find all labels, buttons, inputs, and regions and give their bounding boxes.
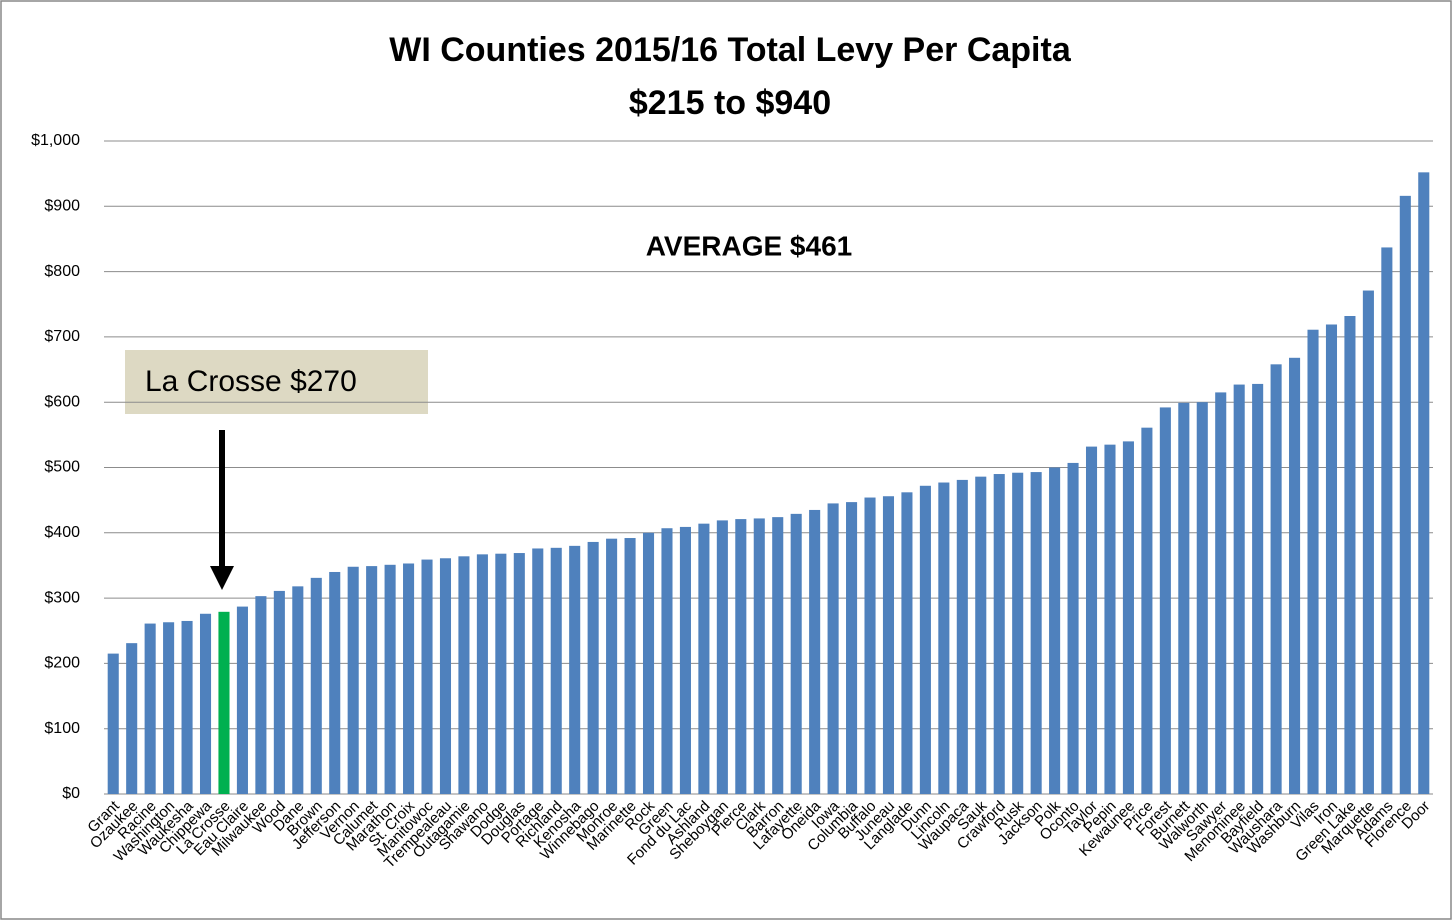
average-annotation: AVERAGE $461 <box>646 230 852 261</box>
bar <box>495 553 507 794</box>
chart-subtitle: $215 to $940 <box>629 84 831 122</box>
bar <box>273 590 285 794</box>
bar <box>550 547 562 794</box>
bar <box>329 571 341 794</box>
y-tick-label: $400 <box>44 524 80 541</box>
bar <box>1159 407 1171 794</box>
bar <box>181 620 193 794</box>
bar <box>1307 329 1319 794</box>
bar <box>827 503 839 794</box>
bar <box>624 538 636 794</box>
bar <box>679 526 691 794</box>
bar <box>882 496 895 794</box>
bar <box>587 541 599 794</box>
y-tick-label: $200 <box>44 655 80 672</box>
bar <box>661 528 673 794</box>
bar <box>126 643 138 794</box>
bar <box>956 479 968 794</box>
bar <box>606 538 618 794</box>
y-tick-label: $100 <box>44 720 80 737</box>
bar <box>772 517 784 794</box>
bar <box>199 613 212 794</box>
bar <box>1085 446 1098 794</box>
bar <box>642 532 655 794</box>
bar <box>292 586 304 794</box>
y-tick-label: $500 <box>44 459 80 476</box>
bar <box>107 653 119 794</box>
arrow <box>210 430 234 590</box>
bar <box>144 623 156 794</box>
bar <box>1233 384 1245 794</box>
chart-title: WI Counties 2015/16 Total Levy Per Capit… <box>389 31 1072 69</box>
bar <box>1399 195 1411 795</box>
bar <box>569 545 581 794</box>
bar <box>1067 462 1079 794</box>
bar <box>347 566 359 794</box>
bar <box>1270 364 1282 794</box>
bar <box>366 566 378 794</box>
bar <box>1196 402 1208 794</box>
bar <box>1289 357 1301 794</box>
bar <box>1178 402 1190 794</box>
bar <box>1049 467 1061 794</box>
bar <box>532 548 544 794</box>
bar <box>163 622 175 794</box>
bar <box>1122 441 1134 794</box>
bar <box>1381 247 1393 795</box>
bar <box>513 553 525 794</box>
bar <box>384 564 396 794</box>
bar <box>1030 472 1042 794</box>
y-tick-label: $700 <box>44 328 80 345</box>
bar <box>753 518 765 794</box>
y-tick-label: $600 <box>44 393 80 410</box>
y-tick-label: $0 <box>62 785 80 802</box>
bar <box>310 577 322 794</box>
bar <box>846 502 858 794</box>
bar <box>1362 290 1374 794</box>
y-tick-label: $800 <box>44 263 80 280</box>
bar <box>809 509 821 794</box>
bar <box>938 482 950 794</box>
bar <box>864 497 876 794</box>
bar <box>236 606 248 794</box>
bar <box>458 556 470 794</box>
bar <box>255 596 267 794</box>
y-tick-label: $900 <box>44 198 80 215</box>
highlight-annotation: La Crosse $270 <box>145 365 357 398</box>
bar <box>403 563 415 794</box>
bar <box>1141 427 1153 794</box>
bar <box>1252 383 1264 794</box>
bar <box>790 513 802 794</box>
bar <box>919 485 931 794</box>
bar <box>476 554 488 794</box>
bar <box>698 523 710 794</box>
bar <box>716 520 728 794</box>
bar <box>975 476 987 794</box>
bar <box>218 611 230 794</box>
bar <box>421 559 433 794</box>
bar <box>1012 472 1024 794</box>
bar <box>1215 392 1227 794</box>
bar <box>1325 324 1338 794</box>
y-tick-label: $1,000 <box>31 132 80 149</box>
bar <box>1344 316 1356 794</box>
annotation-box <box>125 350 428 414</box>
bar <box>439 558 452 794</box>
bar <box>901 492 913 794</box>
y-tick-label: $300 <box>44 589 80 606</box>
bar <box>735 519 747 794</box>
bar <box>1104 444 1116 794</box>
bar <box>993 474 1005 794</box>
bar <box>1418 172 1430 794</box>
